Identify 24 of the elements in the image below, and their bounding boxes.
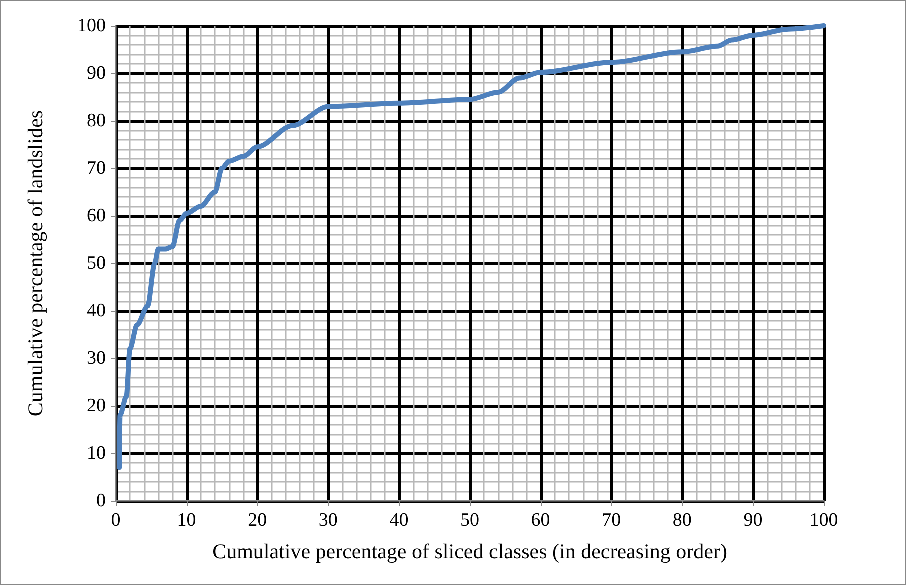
- x-tick-label: 30: [318, 510, 338, 531]
- y-tick-label: 0: [96, 490, 106, 512]
- x-tick-label: 70: [602, 510, 622, 531]
- y-tick-label: 50: [87, 253, 106, 274]
- x-tick-label: 80: [672, 510, 692, 531]
- x-axis-title: Cumulative percentage of sliced classes (in decreasing order): [212, 540, 728, 564]
- x-tick-label: 100: [810, 510, 838, 531]
- x-tick-label: 0: [111, 510, 121, 531]
- y-tick-label: 70: [87, 158, 106, 179]
- x-tick-label: 60: [531, 510, 550, 531]
- y-tick-label: 60: [87, 206, 106, 226]
- y-tick-label: 20: [87, 396, 106, 416]
- y-tick-label: 30: [87, 348, 106, 369]
- x-tick-label: 50: [460, 510, 480, 531]
- y-tick-label: 40: [87, 300, 106, 322]
- y-axis-title: Cumulative percentage of landslides: [24, 110, 48, 417]
- x-tick-label: 40: [390, 510, 409, 531]
- y-tick-label: 10: [87, 443, 106, 464]
- y-tick-label: 80: [87, 110, 106, 132]
- x-tick-label: 20: [248, 510, 268, 531]
- y-tick-label: 100: [78, 16, 106, 36]
- x-tick-label: 90: [744, 510, 763, 531]
- y-tick-label: 90: [87, 63, 106, 84]
- x-tick-label: 10: [177, 510, 196, 531]
